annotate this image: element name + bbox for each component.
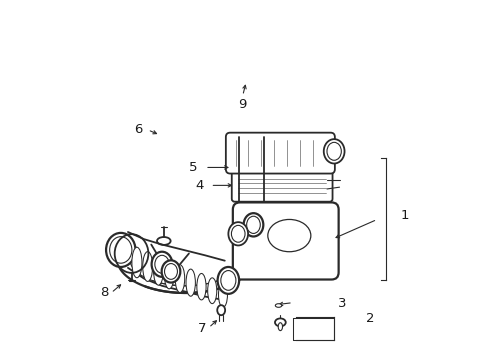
Ellipse shape	[153, 256, 163, 285]
Text: 3: 3	[337, 297, 346, 310]
Ellipse shape	[217, 267, 239, 294]
Ellipse shape	[142, 252, 152, 282]
Text: 6: 6	[134, 123, 142, 136]
Ellipse shape	[162, 260, 180, 283]
Ellipse shape	[109, 237, 132, 263]
Ellipse shape	[207, 278, 216, 303]
Ellipse shape	[106, 233, 135, 267]
Text: 8: 8	[100, 287, 108, 300]
Ellipse shape	[218, 282, 227, 307]
Ellipse shape	[278, 323, 282, 330]
FancyBboxPatch shape	[232, 202, 338, 279]
Ellipse shape	[274, 319, 285, 326]
Ellipse shape	[243, 213, 263, 237]
Ellipse shape	[267, 220, 310, 252]
Ellipse shape	[228, 222, 247, 246]
Text: 2: 2	[366, 311, 374, 325]
Ellipse shape	[185, 269, 195, 296]
Text: 9: 9	[238, 98, 246, 111]
FancyBboxPatch shape	[225, 133, 334, 174]
Ellipse shape	[164, 264, 177, 279]
Ellipse shape	[221, 271, 235, 290]
Ellipse shape	[246, 216, 260, 233]
Ellipse shape	[275, 304, 281, 307]
Ellipse shape	[132, 247, 142, 278]
Ellipse shape	[323, 139, 344, 163]
Text: 1: 1	[400, 210, 408, 222]
Ellipse shape	[326, 142, 341, 160]
Ellipse shape	[164, 260, 174, 289]
Text: 4: 4	[195, 179, 203, 192]
Ellipse shape	[151, 252, 172, 277]
Ellipse shape	[197, 274, 205, 300]
Ellipse shape	[175, 265, 184, 293]
FancyBboxPatch shape	[231, 169, 332, 202]
Ellipse shape	[155, 255, 169, 273]
Text: 7: 7	[198, 322, 206, 335]
Ellipse shape	[217, 305, 224, 315]
Ellipse shape	[231, 225, 244, 242]
Text: 5: 5	[189, 161, 198, 174]
